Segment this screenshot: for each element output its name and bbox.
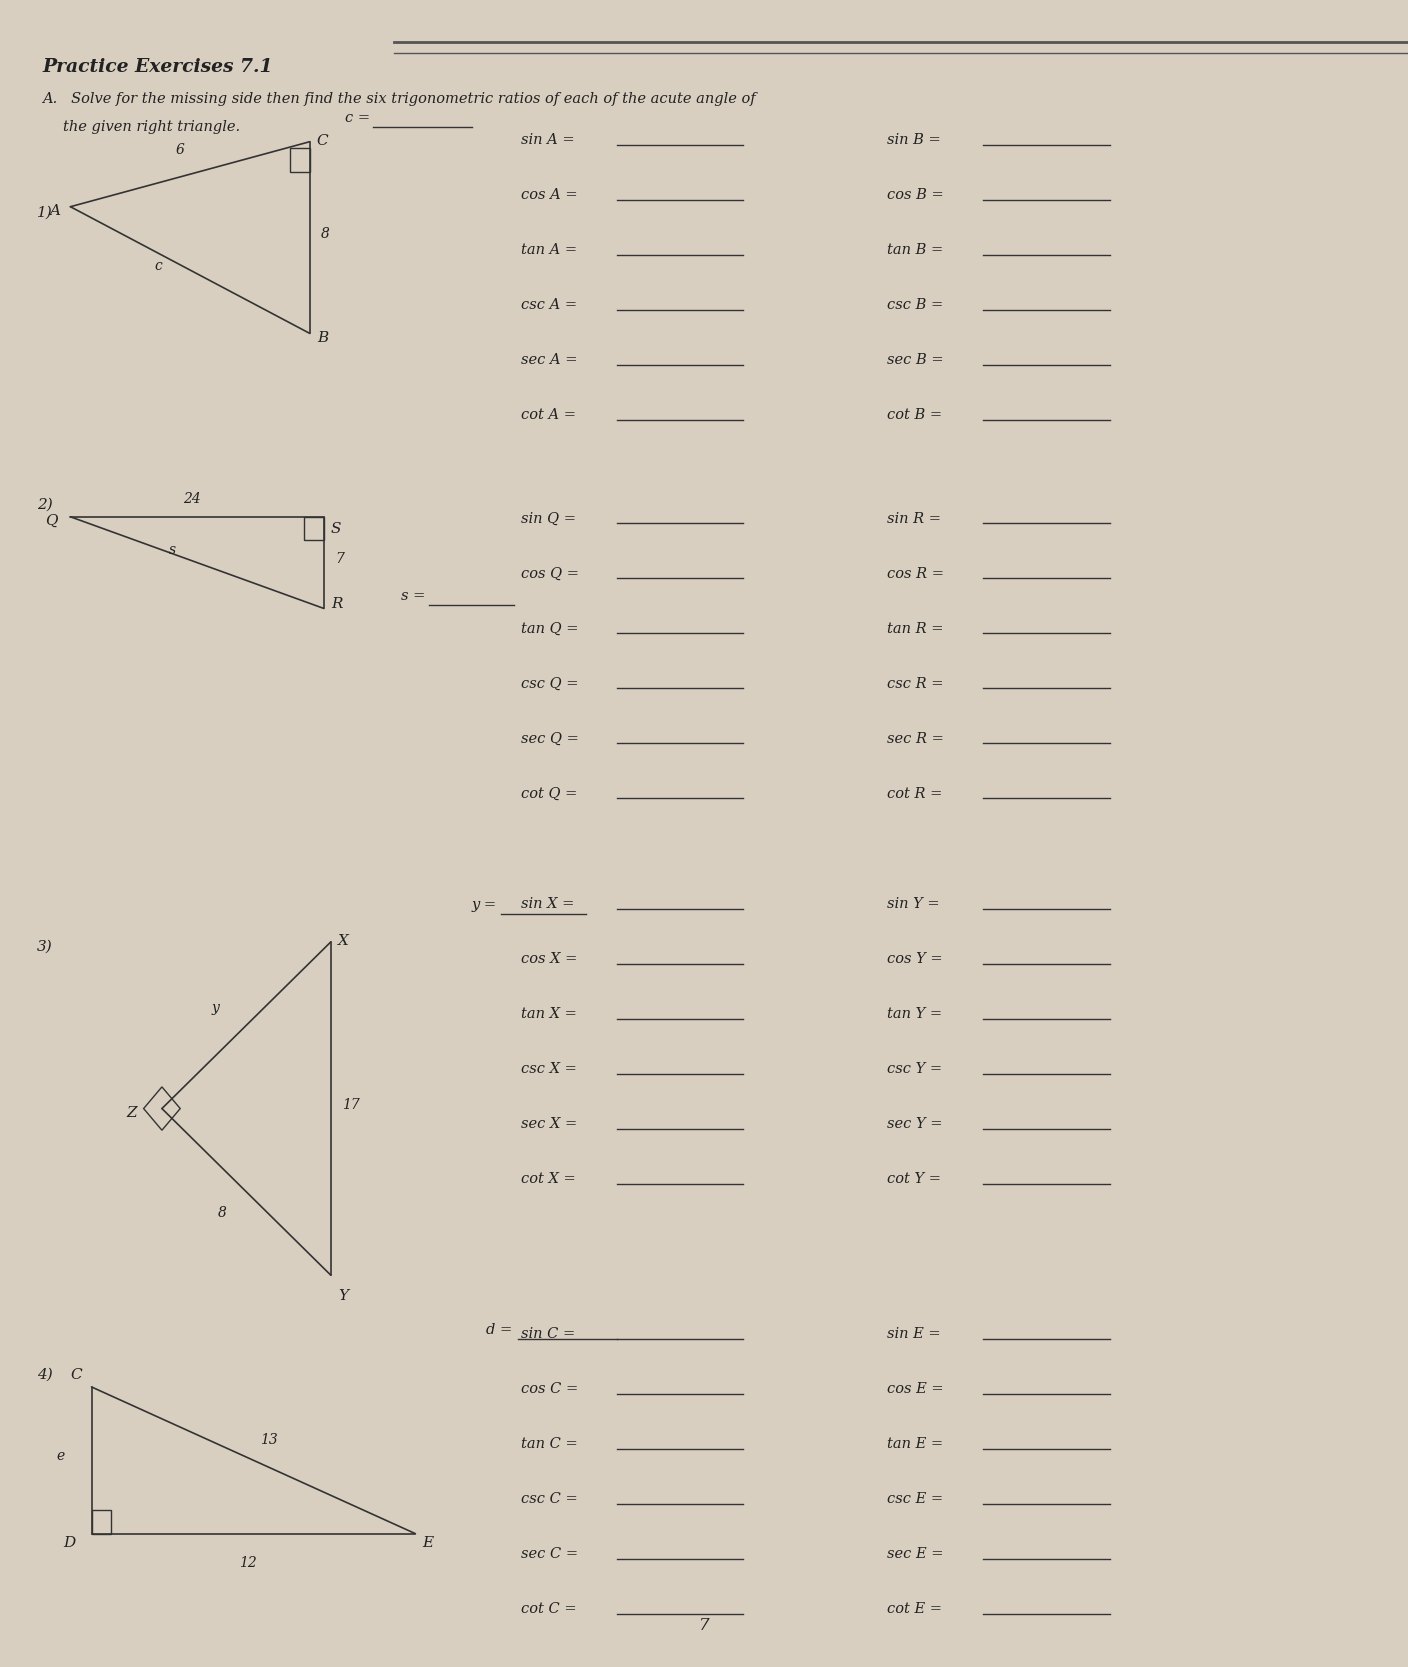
Text: cot X =: cot X = — [521, 1172, 576, 1185]
Text: cos Y =: cos Y = — [887, 952, 943, 965]
Text: sin R =: sin R = — [887, 512, 941, 525]
Text: sec X =: sec X = — [521, 1117, 577, 1130]
Text: csc R =: csc R = — [887, 677, 943, 690]
Text: sec C =: sec C = — [521, 1547, 579, 1560]
Text: tan Y =: tan Y = — [887, 1007, 942, 1020]
Text: 24: 24 — [183, 492, 201, 507]
Text: sin A =: sin A = — [521, 133, 574, 147]
Text: C: C — [317, 133, 328, 148]
Text: sin B =: sin B = — [887, 133, 941, 147]
Text: 6: 6 — [176, 143, 184, 157]
Text: c: c — [155, 258, 163, 273]
Text: 8: 8 — [321, 227, 329, 240]
Text: cot Y =: cot Y = — [887, 1172, 941, 1185]
Text: tan B =: tan B = — [887, 243, 943, 257]
Text: cot R =: cot R = — [887, 787, 942, 800]
Text: tan E =: tan E = — [887, 1437, 943, 1450]
Text: D: D — [63, 1535, 76, 1550]
Text: S: S — [331, 522, 341, 537]
Text: csc E =: csc E = — [887, 1492, 943, 1505]
Text: cot B =: cot B = — [887, 408, 942, 422]
Text: s: s — [169, 543, 176, 557]
Text: csc Q =: csc Q = — [521, 677, 579, 690]
Text: Q: Q — [45, 513, 58, 528]
Text: sin E =: sin E = — [887, 1327, 941, 1340]
Text: sec Y =: sec Y = — [887, 1117, 942, 1130]
Text: c =: c = — [345, 110, 370, 125]
Text: tan R =: tan R = — [887, 622, 943, 635]
Text: 1): 1) — [37, 205, 52, 220]
Text: sin Y =: sin Y = — [887, 897, 939, 910]
Text: sec Q =: sec Q = — [521, 732, 579, 745]
Text: 17: 17 — [342, 1097, 360, 1112]
Text: cos Q =: cos Q = — [521, 567, 579, 580]
Text: sec E =: sec E = — [887, 1547, 943, 1560]
Text: cos B =: cos B = — [887, 188, 943, 202]
Text: e: e — [56, 1449, 65, 1464]
Text: csc B =: csc B = — [887, 298, 943, 312]
Text: csc X =: csc X = — [521, 1062, 577, 1075]
Text: Y: Y — [338, 1289, 348, 1304]
Text: sec A =: sec A = — [521, 353, 577, 367]
Text: csc C =: csc C = — [521, 1492, 577, 1505]
Text: E: E — [422, 1535, 434, 1550]
Text: d =: d = — [486, 1322, 513, 1337]
Text: B: B — [317, 330, 328, 345]
Text: X: X — [338, 934, 349, 949]
Text: cos C =: cos C = — [521, 1382, 579, 1395]
Text: cos E =: cos E = — [887, 1382, 943, 1395]
Text: y: y — [211, 1000, 220, 1015]
Text: 7: 7 — [698, 1617, 710, 1634]
Text: A.   Solve for the missing side then find the six trigonometric ratios of each o: A. Solve for the missing side then find … — [42, 92, 756, 105]
Text: 4): 4) — [37, 1367, 52, 1382]
Text: cot C =: cot C = — [521, 1602, 577, 1615]
Text: cot A =: cot A = — [521, 408, 576, 422]
Text: R: R — [331, 597, 342, 612]
Text: s =: s = — [401, 588, 425, 603]
Text: 2): 2) — [37, 497, 52, 512]
Text: C: C — [70, 1367, 82, 1382]
Text: 12: 12 — [239, 1555, 258, 1570]
Text: cos X =: cos X = — [521, 952, 577, 965]
Text: sin X =: sin X = — [521, 897, 574, 910]
Text: 3): 3) — [37, 939, 52, 954]
Text: A: A — [49, 203, 61, 218]
Text: cos R =: cos R = — [887, 567, 943, 580]
Text: csc Y =: csc Y = — [887, 1062, 942, 1075]
Text: Practice Exercises 7.1: Practice Exercises 7.1 — [42, 58, 273, 77]
Text: cos A =: cos A = — [521, 188, 577, 202]
Text: 8: 8 — [218, 1205, 227, 1220]
Text: y =: y = — [472, 897, 497, 912]
Text: Z: Z — [127, 1105, 138, 1120]
Text: csc A =: csc A = — [521, 298, 577, 312]
Text: sin C =: sin C = — [521, 1327, 576, 1340]
Text: sin Q =: sin Q = — [521, 512, 576, 525]
Text: the given right triangle.: the given right triangle. — [63, 120, 241, 133]
Text: sec B =: sec B = — [887, 353, 943, 367]
Text: 13: 13 — [260, 1432, 279, 1447]
Text: tan X =: tan X = — [521, 1007, 577, 1020]
Text: cot E =: cot E = — [887, 1602, 942, 1615]
Text: 7: 7 — [335, 552, 344, 565]
Text: sec R =: sec R = — [887, 732, 943, 745]
Text: tan C =: tan C = — [521, 1437, 577, 1450]
Text: tan Q =: tan Q = — [521, 622, 579, 635]
Text: cot Q =: cot Q = — [521, 787, 577, 800]
Text: tan A =: tan A = — [521, 243, 577, 257]
